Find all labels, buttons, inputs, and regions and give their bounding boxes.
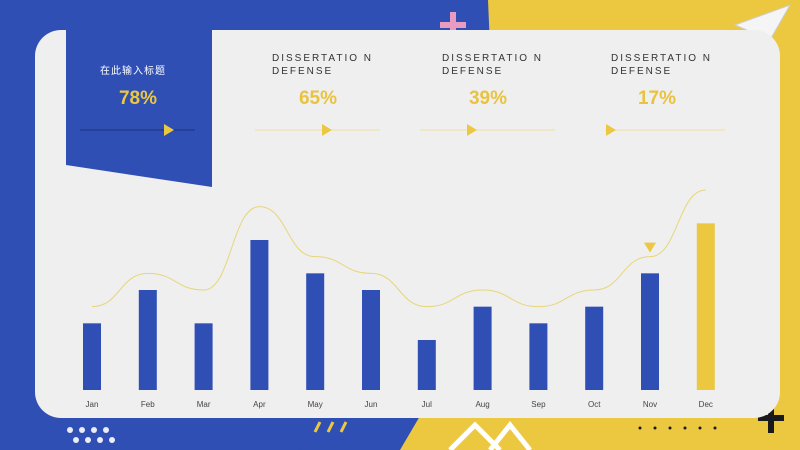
kpi-1-label: 在此输入标题 (100, 66, 166, 77)
kpi-arrows (80, 124, 725, 136)
bar-mar (194, 323, 213, 390)
bar-sep (529, 323, 548, 390)
x-tick-label: Oct (588, 400, 601, 409)
x-tick-label: Apr (253, 400, 266, 409)
kpi-2-arrow-icon (322, 124, 332, 136)
x-tick-label: Dec (699, 400, 713, 409)
bar-oct (585, 306, 604, 390)
x-tick-label: Jul (422, 400, 432, 409)
bar-dec (696, 223, 715, 390)
bar-jun (362, 290, 380, 390)
bar-nov (641, 273, 659, 390)
trend-arrow-icon (644, 242, 656, 253)
kpi-3-label: DISSERTATIO N DEFENSE (442, 53, 544, 77)
bar-jul (417, 340, 436, 390)
kpi-4-label: DISSERTATIO N DEFENSE (611, 53, 713, 77)
x-tick-label: Nov (643, 400, 657, 409)
kpi-4-value: 17% (637, 88, 677, 109)
bar-apr (250, 240, 269, 390)
x-tick-label: Jun (365, 400, 378, 409)
x-tick-label: May (308, 400, 323, 409)
x-tick-label: Jan (86, 400, 99, 409)
kpi-2-value: 65% (298, 88, 338, 109)
kpi-4-arrow-icon (606, 124, 616, 136)
bar-may (306, 273, 325, 390)
highlight-kpi-tab (66, 30, 212, 187)
x-tick-label: Feb (141, 400, 155, 409)
kpi-3-value: 39% (468, 88, 508, 109)
trend-line (91, 189, 706, 308)
kpi-1-value: 78% (118, 88, 158, 109)
kpi-2-label: DISSERTATIO N DEFENSE (272, 53, 374, 77)
x-tick-label: Aug (475, 400, 489, 409)
kpi-3-arrow-icon (467, 124, 477, 136)
bar-jan (83, 323, 101, 390)
kpi-1-arrow-icon (164, 124, 174, 136)
bar-aug (473, 306, 492, 390)
bar-feb (138, 290, 157, 390)
x-tick-label: Mar (197, 400, 211, 409)
x-tick-label: Sep (531, 400, 546, 409)
